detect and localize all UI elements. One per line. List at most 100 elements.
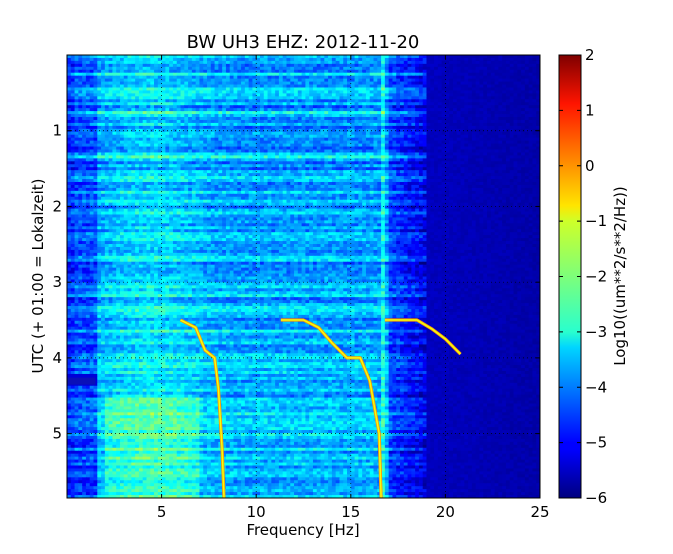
spectrogram-cell [93, 137, 98, 142]
spectrogram-cell [392, 149, 397, 154]
spectrogram-cell [384, 81, 390, 86]
spectrogram-cell [154, 84, 159, 89]
spectrogram-cell [85, 63, 91, 68]
spectrogram-cell [108, 99, 113, 103]
spectrogram-cell [150, 140, 155, 145]
spectrogram-cell [528, 99, 534, 103]
spectrogram-cell [460, 146, 465, 151]
spectrogram-cell [78, 131, 83, 136]
spectrogram-cell [142, 60, 148, 65]
spectrogram-cell [426, 57, 431, 62]
spectrogram-cell [532, 69, 537, 74]
spectrogram-cell [445, 78, 450, 83]
spectrogram-cell [161, 149, 166, 154]
spectrogram-cell [108, 131, 113, 136]
spectrogram-cell [112, 55, 117, 59]
spectrogram-cell [112, 108, 117, 112]
spectrogram-cell [373, 81, 378, 86]
spectrogram-cell [335, 75, 341, 80]
spectrogram-cell [101, 60, 106, 65]
spectrogram-cell [312, 72, 318, 77]
spectrogram-cell [354, 149, 359, 154]
spectrogram-cell [532, 60, 537, 65]
spectrogram-cell [320, 55, 325, 59]
spectrogram-cell [441, 93, 446, 97]
spectrogram-cell [536, 99, 540, 103]
spectrogram-cell [97, 57, 102, 62]
spectrogram-cell [358, 149, 363, 154]
spectrogram-cell [513, 60, 518, 65]
spectrogram-cell [328, 69, 333, 74]
spectrogram-cell [184, 84, 189, 89]
spectrogram-cell [195, 57, 201, 62]
spectrogram-cell [248, 122, 254, 127]
spectrogram-cell [426, 75, 431, 80]
spectrogram-cell [407, 108, 412, 112]
spectrogram-cell [415, 69, 420, 74]
spectrogram-cell [263, 111, 269, 115]
spectrogram-cell [241, 114, 246, 118]
spectrogram-cell [381, 75, 386, 80]
spectrogram-cell [513, 69, 518, 74]
spectrogram-cell [418, 119, 424, 124]
spectrogram-cell [108, 134, 113, 139]
spectrogram-cell [335, 149, 341, 154]
spectrogram-cell [169, 63, 174, 68]
spectrogram-cell [411, 134, 416, 139]
spectrogram-cell [108, 69, 113, 74]
spectrogram-cell [70, 75, 76, 80]
spectrogram-cell [399, 117, 405, 121]
spectrogram-cell [214, 87, 219, 92]
spectrogram-cell [169, 102, 174, 106]
spectrogram-cell [70, 143, 76, 148]
spectrogram-cell [426, 117, 431, 121]
spectrogram-cell [225, 111, 231, 115]
spectrogram-cell [241, 111, 246, 115]
spectrogram-cell [135, 102, 140, 106]
spectrogram-cell [218, 125, 223, 130]
spectrogram-cell [82, 63, 87, 68]
spectrogram-cell [116, 143, 121, 148]
spectrogram-cell [396, 66, 401, 71]
spectrogram-cell [305, 117, 310, 121]
spectrogram-cell [278, 149, 284, 154]
spectrogram-cell [259, 146, 265, 151]
spectrogram-cell [490, 114, 496, 118]
spectrogram-cell [199, 84, 204, 89]
spectrogram-cell [460, 122, 465, 127]
spectrogram-cell [210, 96, 216, 100]
spectrogram-cell [93, 81, 98, 86]
spectrogram-cell [381, 78, 386, 83]
spectrogram-cell [297, 143, 303, 148]
spectrogram-cell [169, 111, 174, 115]
spectrogram-cell [347, 78, 352, 83]
spectrogram-cell [369, 93, 375, 97]
spectrogram-cell [237, 105, 242, 109]
spectrogram-cell [369, 60, 375, 65]
spectrogram-cell [233, 81, 238, 86]
spectrogram-cell [157, 125, 163, 130]
spectrogram-cell [422, 114, 428, 118]
spectrogram-cell [237, 108, 242, 112]
spectrogram-cell [460, 114, 465, 118]
spectrogram-cell [422, 125, 428, 130]
spectrogram-cell [157, 66, 163, 71]
spectrogram-cell [384, 111, 390, 115]
spectrogram-cell [411, 114, 416, 118]
spectrogram-cell [365, 146, 371, 151]
spectrogram-cell [259, 122, 265, 127]
spectrogram-cell [176, 63, 182, 68]
spectrogram-cell [460, 78, 465, 83]
spectrogram-cell [203, 72, 208, 77]
spectrogram-cell [123, 125, 129, 130]
spectrogram-cell [347, 81, 352, 86]
spectrogram-cell [320, 90, 325, 94]
spectrogram-cell [494, 114, 499, 118]
spectrogram-cell [112, 119, 117, 124]
spectrogram-cell [312, 78, 318, 83]
spectrogram-cell [365, 63, 371, 68]
spectrogram-cell [146, 69, 151, 74]
spectrogram-cell [275, 102, 280, 106]
spectrogram-cell [297, 149, 303, 154]
spectrogram-cell [157, 102, 163, 106]
